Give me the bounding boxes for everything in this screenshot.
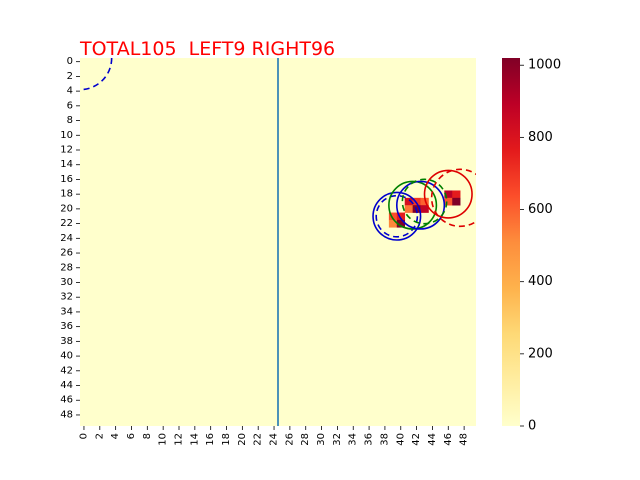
markers: [80, 58, 476, 241]
x-tick-label: 10: [158, 433, 169, 446]
x-tick-label: 46: [443, 433, 454, 446]
y-tick-label: 48: [60, 409, 73, 420]
y-tick-label: 6: [67, 100, 73, 111]
x-tick-label: 16: [205, 433, 216, 446]
x-tick-label: 4: [110, 433, 121, 439]
x-tick-label: 0: [78, 433, 89, 439]
x-tick-label: 42: [411, 433, 422, 446]
x-tick-label: 8: [142, 433, 153, 439]
colorbar-tick-label: 200: [528, 346, 553, 361]
x-tick-label: 32: [332, 433, 343, 446]
x-tick-label: 18: [221, 433, 232, 446]
colorbar-tick-label: 0: [528, 419, 536, 434]
x-tick-label: 6: [126, 433, 137, 439]
y-tick-label: 20: [60, 203, 73, 214]
heatmap-cell: [452, 190, 461, 199]
x-tick-label: 24: [269, 433, 280, 446]
x-tick-label: 28: [300, 433, 311, 446]
colorbar-tick-label: 1000: [528, 58, 561, 73]
y-tick-label: 36: [60, 321, 73, 332]
y-tick-label: 16: [60, 174, 73, 185]
y-tick-label: 42: [60, 365, 73, 376]
x-tick-label: 44: [427, 433, 438, 446]
circle-marker: [388, 180, 438, 230]
x-tick-label: 30: [316, 433, 327, 446]
colorbar-tick-label: 400: [528, 274, 553, 289]
heatmap-cell: [396, 219, 406, 228]
circle-marker: [423, 169, 473, 219]
y-tick-label: 34: [60, 306, 73, 317]
x-axis: 0 2 4 6 8 10 12 14 16 18 20 22 24 26 28 30 32 34 36 38 40 42 4…: [78, 426, 470, 446]
y-tick-label: 44: [60, 380, 73, 391]
chart-title: TOTAL105 LEFT9 RIGHT96: [80, 38, 336, 60]
x-tick-label: 48: [459, 433, 470, 446]
heatmap-cell: [444, 197, 453, 206]
x-tick-label: 26: [284, 433, 295, 446]
circle-marker: [395, 180, 446, 230]
heatmap-cells: [388, 190, 461, 228]
y-tick-label: 24: [60, 233, 73, 244]
y-tick-label: 32: [60, 292, 73, 303]
x-tick-label: 38: [379, 433, 390, 446]
y-tick-label: 40: [60, 351, 73, 362]
colorbar-tick-label: 800: [528, 130, 553, 145]
heatmap-cell: [420, 197, 429, 206]
colorbar-gradient: [502, 58, 520, 426]
y-axis: 0246810121416182022242628303234363840424…: [60, 56, 80, 420]
x-tick-label: 34: [348, 433, 359, 446]
plot-area: [80, 58, 476, 426]
circle-marker: [372, 191, 422, 241]
heatmap-cell: [396, 212, 406, 221]
heatmap-cell: [388, 212, 398, 221]
y-tick-label: 10: [60, 130, 73, 141]
y-tick-label: 30: [60, 277, 73, 288]
x-tick-label: 12: [174, 433, 185, 446]
dashed-circle-marker: [375, 194, 419, 238]
x-tick-label: 22: [253, 433, 264, 446]
heatmap-cell: [404, 197, 413, 206]
y-tick-label: 22: [60, 218, 73, 229]
y-tick-label: 46: [60, 395, 73, 406]
y-tick-label: 8: [67, 115, 73, 126]
x-tick-label: 2: [94, 433, 105, 439]
dashed-circle-marker: [430, 168, 476, 228]
y-tick-label: 4: [67, 86, 73, 97]
heatmap-cell: [452, 197, 461, 206]
colorbar: 0 200 400 600 800 1000: [502, 58, 561, 434]
x-tick-label: 40: [395, 433, 406, 446]
heatmap-cell: [420, 205, 429, 213]
x-tick-label: 14: [189, 433, 200, 446]
colorbar-tick-label: 600: [528, 202, 553, 217]
y-tick-label: 0: [67, 56, 73, 67]
y-tick-label: 2: [67, 71, 73, 82]
y-tick-label: 26: [60, 248, 73, 259]
y-tick-label: 12: [60, 145, 73, 156]
y-tick-label: 18: [60, 189, 73, 200]
heatmap-cell: [444, 190, 453, 199]
x-tick-label: 36: [364, 433, 375, 446]
y-tick-label: 14: [60, 159, 73, 170]
heatmap-cell: [412, 197, 421, 206]
heatmap-cell: [404, 205, 413, 213]
heatmap-cell: [388, 219, 398, 228]
x-tick-label: 20: [237, 433, 248, 446]
dashed-circle-marker: [401, 178, 448, 225]
y-tick-label: 38: [60, 336, 73, 347]
y-tick-label: 28: [60, 262, 73, 273]
